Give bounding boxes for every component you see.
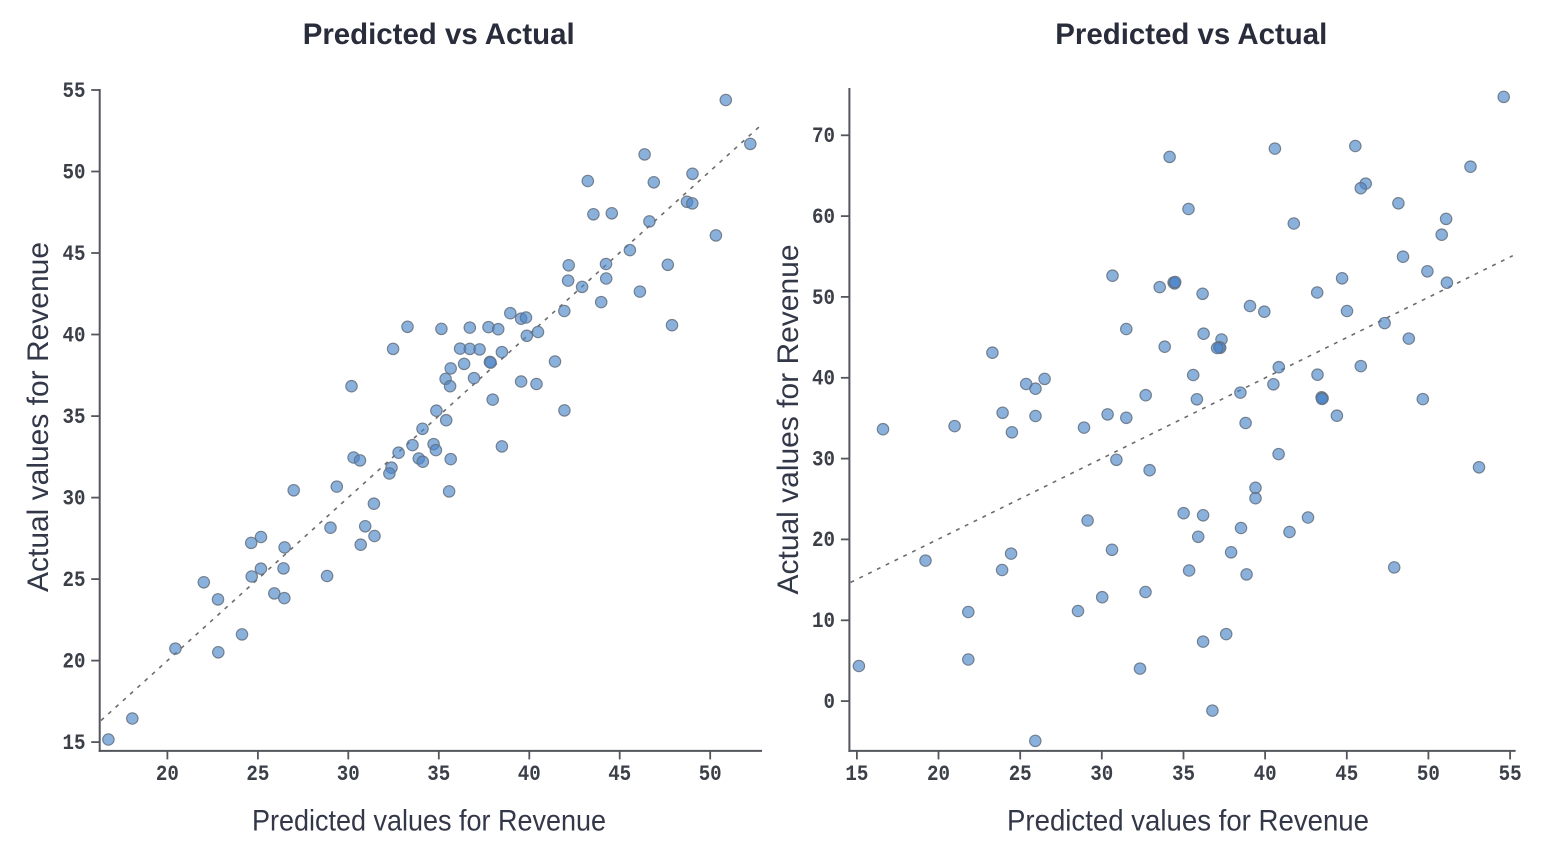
svg-text:50: 50 xyxy=(1417,761,1440,787)
svg-text:55: 55 xyxy=(63,78,86,104)
svg-text:45: 45 xyxy=(608,761,631,787)
svg-text:Predicted vs Actual: Predicted vs Actual xyxy=(303,18,575,51)
svg-text:35: 35 xyxy=(427,761,450,787)
svg-text:45: 45 xyxy=(1335,761,1358,787)
svg-text:40: 40 xyxy=(63,322,86,348)
svg-text:40: 40 xyxy=(518,761,541,787)
svg-text:35: 35 xyxy=(1172,761,1195,787)
svg-text:10: 10 xyxy=(812,608,835,634)
svg-text:Predicted values for Revenue: Predicted values for Revenue xyxy=(252,805,606,838)
svg-text:Actual values for Revenue: Actual values for Revenue xyxy=(22,242,55,592)
svg-text:Predicted values for Revenue: Predicted values for Revenue xyxy=(1007,805,1369,838)
svg-text:15: 15 xyxy=(845,761,868,787)
svg-text:30: 30 xyxy=(337,761,360,787)
svg-text:Actual values for Revenue: Actual values for Revenue xyxy=(772,245,805,595)
svg-text:30: 30 xyxy=(812,446,835,472)
svg-text:40: 40 xyxy=(812,366,835,392)
svg-text:0: 0 xyxy=(824,689,836,715)
svg-text:20: 20 xyxy=(927,761,950,787)
svg-text:50: 50 xyxy=(699,761,722,787)
svg-text:20: 20 xyxy=(63,648,86,674)
svg-text:30: 30 xyxy=(63,485,86,511)
svg-text:45: 45 xyxy=(63,241,86,267)
svg-text:20: 20 xyxy=(156,761,179,787)
svg-text:40: 40 xyxy=(1254,761,1277,787)
svg-text:Predicted vs Actual: Predicted vs Actual xyxy=(1055,18,1327,51)
svg-text:35: 35 xyxy=(63,404,86,430)
svg-text:55: 55 xyxy=(1499,761,1522,787)
svg-text:15: 15 xyxy=(63,730,86,756)
svg-text:70: 70 xyxy=(812,123,835,149)
svg-text:50: 50 xyxy=(63,159,86,185)
svg-text:20: 20 xyxy=(812,527,835,553)
svg-text:30: 30 xyxy=(1090,761,1113,787)
svg-text:25: 25 xyxy=(1009,761,1032,787)
svg-text:60: 60 xyxy=(812,204,835,230)
svg-text:25: 25 xyxy=(246,761,269,787)
svg-text:25: 25 xyxy=(63,567,86,593)
svg-text:50: 50 xyxy=(812,285,835,311)
